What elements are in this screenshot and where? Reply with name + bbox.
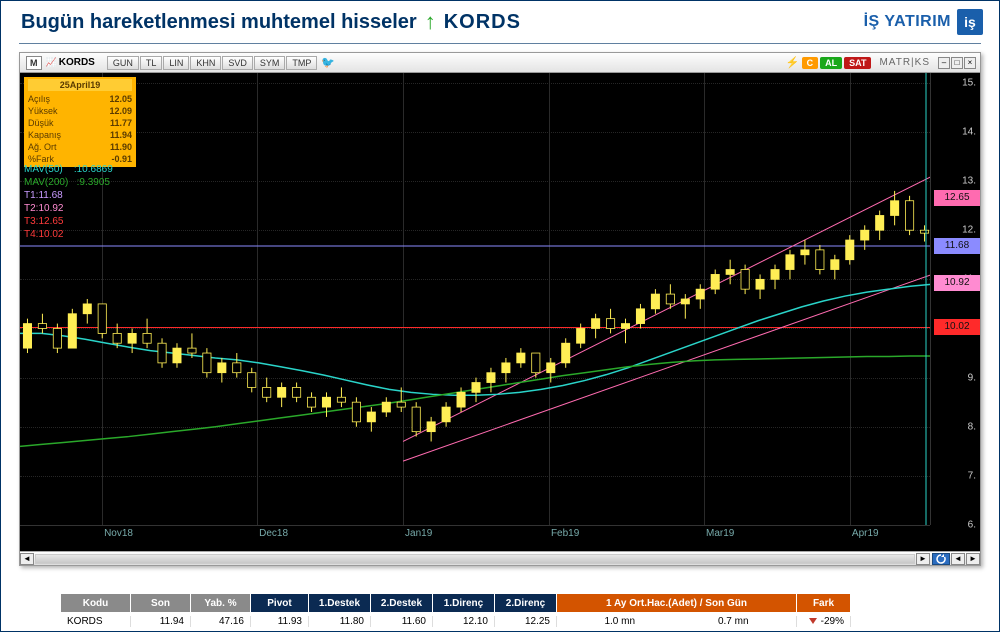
up-arrow-icon: ↑ xyxy=(425,9,436,35)
badge-sat[interactable]: SAT xyxy=(844,57,871,69)
x-tick-label: Nov18 xyxy=(104,528,133,539)
summary-header: 2.Direnç xyxy=(495,594,557,612)
x-tick-label: Apr19 xyxy=(852,528,879,539)
lightning-icon[interactable]: ⚡ xyxy=(786,56,800,69)
window-max-button[interactable]: □ xyxy=(951,57,963,69)
ohlc-date: 25April19 xyxy=(28,79,132,91)
summary-header: 2.Destek xyxy=(371,594,433,612)
summary-cell: 11.60 xyxy=(371,616,433,627)
toolbar-btn-sym[interactable]: SYM xyxy=(254,56,286,70)
ohlc-row: Düşük11.77 xyxy=(28,117,132,129)
brand: İŞ YATIRIM iş xyxy=(864,9,983,35)
chart-toolbar: M 📈 KORDS GUNTLLINKHNSVDSYMTMP 🐦 ⚡ C AL … xyxy=(20,53,980,73)
price-marker: 12.65 xyxy=(934,190,980,206)
nav-next-button[interactable]: ► xyxy=(966,553,980,565)
toolbar-btn-lin[interactable]: LIN xyxy=(163,56,189,70)
indicator-legend: MAV(50) :10.6869MAV(200) :9.3905T1:11.68… xyxy=(24,163,113,241)
indicator-label: T2:10.92 xyxy=(24,202,113,215)
twitter-icon[interactable]: 🐦 xyxy=(321,56,335,69)
price-marker: 10.02 xyxy=(934,319,980,335)
platform-label: MATR|KS xyxy=(879,57,930,68)
y-tick-label: 6. xyxy=(968,520,976,531)
toolbar-symbol[interactable]: KORDS xyxy=(59,57,95,68)
summary-cell: 47.16 xyxy=(191,616,251,627)
summary-header: Son xyxy=(131,594,191,612)
x-tick-label: Dec18 xyxy=(259,528,288,539)
chart-window: M 📈 KORDS GUNTLLINKHNSVDSYMTMP 🐦 ⚡ C AL … xyxy=(19,52,981,566)
y-tick-label: 9. xyxy=(968,372,976,383)
summary-cell: 1.0 mn0.7 mn xyxy=(557,616,797,627)
y-tick-label: 7. xyxy=(968,470,976,481)
ticker-name: KORDS xyxy=(444,11,521,34)
summary-cell: 12.25 xyxy=(495,616,557,627)
chart-canvas[interactable]: 6.7.8.9.10.11.12.13.14.15.12.6511.6810.9… xyxy=(20,73,980,551)
summary-header: Fark xyxy=(797,594,851,612)
x-tick-label: Mar19 xyxy=(706,528,734,539)
summary-header: 1.Destek xyxy=(309,594,371,612)
scroll-right-button[interactable]: ► xyxy=(916,553,930,565)
y-tick-label: 14. xyxy=(962,126,976,137)
ohlc-tooltip: 25April19 Açılış12.05Yüksek12.09Düşük11.… xyxy=(24,77,136,167)
badge-c[interactable]: C xyxy=(802,57,819,69)
ohlc-row: Kapanış11.94 xyxy=(28,129,132,141)
badge-al[interactable]: AL xyxy=(820,57,842,69)
price-marker: 11.68 xyxy=(934,238,980,254)
summary-cell: 12.10 xyxy=(433,616,495,627)
toolbar-chart-icon: 📈 xyxy=(46,57,57,68)
summary-header: Pivot xyxy=(251,594,309,612)
summary-header: Yab. % xyxy=(191,594,251,612)
x-tick-label: Feb19 xyxy=(551,528,579,539)
x-tick-label: Jan19 xyxy=(405,528,432,539)
brand-logo: iş xyxy=(957,9,983,35)
nav-prev-button[interactable]: ◄ xyxy=(951,553,965,565)
ohlc-row: Açılış12.05 xyxy=(28,93,132,105)
ohlc-row: Ağ. Ort11.90 xyxy=(28,141,132,153)
ohlc-row: Yüksek12.09 xyxy=(28,105,132,117)
summary-header: 1.Direnç xyxy=(433,594,495,612)
toolbar-btn-gun[interactable]: GUN xyxy=(107,56,139,70)
header-divider xyxy=(19,43,981,44)
scroll-track[interactable] xyxy=(35,554,915,564)
toolbar-btn-tl[interactable]: TL xyxy=(140,56,163,70)
y-tick-label: 12. xyxy=(962,225,976,236)
toolbar-m-badge: M xyxy=(26,56,42,70)
scroll-left-button[interactable]: ◄ xyxy=(20,553,34,565)
summary-cell: 11.93 xyxy=(251,616,309,627)
indicator-label: T4:10.02 xyxy=(24,228,113,241)
summary-table: KoduSonYab. %Pivot1.Destek2.Destek1.Dire… xyxy=(61,594,939,630)
down-triangle-icon xyxy=(809,618,817,624)
y-tick-label: 15. xyxy=(962,77,976,88)
price-marker: 10.92 xyxy=(934,275,980,291)
window-close-button[interactable]: × xyxy=(964,57,976,69)
indicator-label: MAV(200) :9.3905 xyxy=(24,176,113,189)
indicator-label: MAV(50) :10.6869 xyxy=(24,163,113,176)
toolbar-btn-khn[interactable]: KHN xyxy=(190,56,221,70)
summary-cell: KORDS xyxy=(61,616,131,627)
refresh-button[interactable] xyxy=(932,553,950,565)
summary-cell: 11.80 xyxy=(309,616,371,627)
summary-header: Kodu xyxy=(61,594,131,612)
indicator-label: T3:12.65 xyxy=(24,215,113,228)
indicator-label: T1:11.68 xyxy=(24,189,113,202)
brand-text: İŞ YATIRIM xyxy=(864,13,951,31)
y-tick-label: 8. xyxy=(968,421,976,432)
toolbar-btn-tmp[interactable]: TMP xyxy=(286,56,317,70)
window-min-button[interactable]: – xyxy=(938,57,950,69)
chart-scrollbar[interactable]: ◄ ► ◄ ► xyxy=(20,551,980,565)
summary-header: 1 Ay Ort.Hac.(Adet) / Son Gün xyxy=(557,594,797,612)
summary-cell: -29% xyxy=(797,616,851,627)
toolbar-btn-svd[interactable]: SVD xyxy=(222,56,253,70)
y-tick-label: 13. xyxy=(962,176,976,187)
summary-cell: 11.94 xyxy=(131,616,191,627)
page-title: Bugün hareketlenmesi muhtemel hisseler xyxy=(21,11,417,34)
